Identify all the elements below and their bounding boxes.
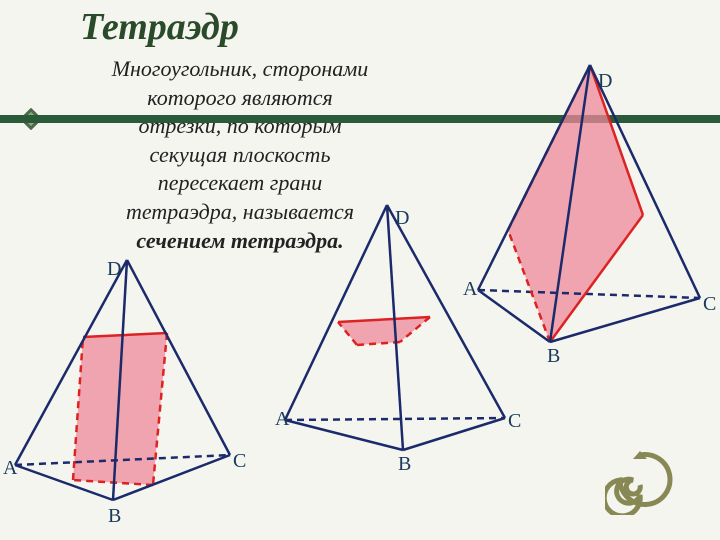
desc-line: отрезки, по которым <box>138 113 341 138</box>
vertex-label-A: A <box>275 408 289 431</box>
desc-line: Многоугольник, сторонами <box>112 56 369 81</box>
desc-line: пересекает грани <box>158 170 323 195</box>
desc-line: которого являются <box>147 85 332 110</box>
vertex-label-C: C <box>508 410 521 433</box>
spiral-icon <box>605 445 675 515</box>
vertex-label-C: C <box>233 450 246 473</box>
tetrahedron-diagram-1: DABC <box>5 255 245 510</box>
vertex-label-A: A <box>463 278 477 301</box>
vertex-label-D: D <box>598 70 612 93</box>
page-title: Тетраэдр <box>80 5 239 49</box>
vertex-label-B: B <box>108 505 121 528</box>
vertex-label-D: D <box>107 258 121 281</box>
vertex-label-B: B <box>398 453 411 476</box>
vertex-label-D: D <box>395 207 409 230</box>
desc-line: секущая плоскость <box>150 142 331 167</box>
vertex-label-B: B <box>547 345 560 368</box>
vertex-label-C: C <box>703 293 716 316</box>
tetrahedron-diagram-3: DABC <box>460 60 710 360</box>
vertex-label-A: A <box>3 457 17 480</box>
